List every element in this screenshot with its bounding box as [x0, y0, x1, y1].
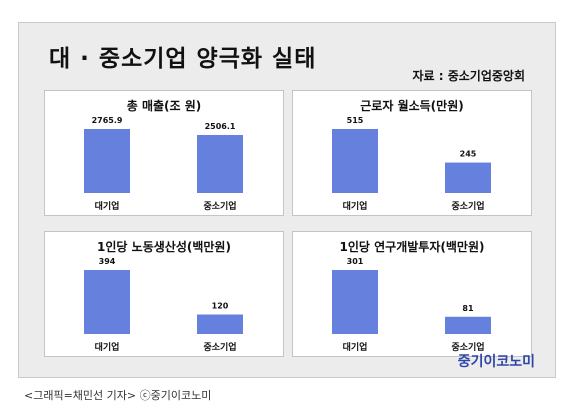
chart-title: 1인당 노동생산성(백만원)	[97, 240, 231, 254]
data-label: 81	[462, 304, 474, 313]
chart-panel-labor-productivity: 1인당 노동생산성(백만원) 394 대기업 120 중소기업	[44, 231, 284, 357]
bar-large-enterprise	[84, 270, 130, 334]
category-label: 중소기업	[451, 341, 484, 353]
category-label: 중소기업	[451, 200, 484, 212]
source-note: 자료 : 중소기업중앙회	[412, 69, 525, 83]
bar-sme	[445, 316, 491, 334]
chart-title: 근로자 월소득(만원)	[360, 99, 464, 113]
chart-panel-monthly-income: 근로자 월소득(만원) 515 대기업 245 중소기업	[292, 90, 532, 216]
category-label: 대기업	[343, 200, 368, 212]
category-label: 중소기업	[203, 341, 236, 353]
data-label: 515	[347, 116, 364, 125]
bar-sme	[197, 314, 243, 334]
data-label: 120	[212, 302, 229, 311]
infographic-frame: 대 · 중소기업 양극화 실태 자료 : 중소기업중앙회 총 매출(조 원) 2…	[18, 22, 556, 378]
category-label: 대기업	[343, 341, 368, 353]
data-label: 245	[460, 150, 477, 159]
data-label: 2765.9	[92, 116, 123, 125]
bar-chart-svg: 394 대기업 120 중소기업	[84, 257, 243, 353]
image-caption: <그래픽=채민선 기자> ⓒ중기이코노미	[24, 389, 212, 402]
brand-logo-text: 중기이코노미	[457, 354, 535, 370]
bar-sme	[445, 162, 491, 193]
bar-chart-svg: 301 대기업 81 중소기업	[332, 257, 491, 353]
data-label: 301	[347, 257, 364, 266]
data-label: 394	[99, 257, 116, 266]
chart-title: 1인당 연구개발투자(백만원)	[339, 240, 485, 254]
chart-panel-total-sales: 총 매출(조 원) 2765.9 대기업 2506.1 중소기업	[44, 90, 284, 216]
page-title: 대 · 중소기업 양극화 실태	[49, 46, 317, 72]
data-label: 2506.1	[205, 122, 236, 131]
bar-large-enterprise	[84, 129, 130, 193]
bar-large-enterprise	[332, 270, 378, 334]
bar-chart-svg: 515 대기업 245 중소기업	[332, 116, 491, 212]
bar-large-enterprise	[332, 129, 378, 193]
category-label: 대기업	[95, 200, 120, 212]
bar-chart-svg: 2765.9 대기업 2506.1 중소기업	[84, 116, 243, 212]
bar-sme	[197, 135, 243, 193]
chart-title: 총 매출(조 원)	[126, 99, 202, 113]
category-label: 대기업	[95, 341, 120, 353]
category-label: 중소기업	[203, 200, 236, 212]
chart-panel-rnd-investment: 1인당 연구개발투자(백만원) 301 대기업 81 중소기업	[292, 231, 532, 357]
